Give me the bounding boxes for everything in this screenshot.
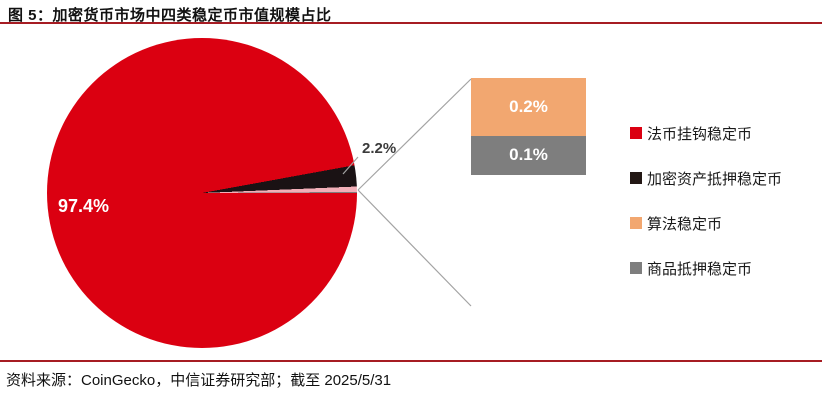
legend-item-commodity: 商品抵押稳定币 [630, 258, 782, 278]
legend-item-fiat: 法币挂钩稳定币 [630, 123, 782, 143]
legend-label-fiat: 法币挂钩稳定币 [647, 125, 753, 143]
pie-chart [47, 38, 357, 348]
breakout-stacked-bar: 0.2% 0.1% [471, 78, 586, 307]
bar-segment-commodity: 0.1% [471, 135, 586, 175]
bar-segment-algo: 0.2% [471, 78, 586, 136]
leader-line-bottom [357, 189, 472, 307]
figure-title: 图 5：加密货币市场中四类稳定币市值规模占比 [8, 7, 332, 24]
legend-swatch-fiat [630, 127, 642, 139]
legend-item-algo: 算法稳定币 [630, 213, 782, 233]
title-underline [0, 22, 822, 24]
legend: 法币挂钩稳定币 加密资产抵押稳定币 算法稳定币 商品抵押稳定币 [630, 123, 782, 278]
pie-label-fiat: 97.4% [58, 196, 110, 216]
legend-item-crypto: 加密资产抵押稳定币 [630, 168, 782, 188]
pie-label-crypto-callout: 2.2% [362, 140, 397, 157]
footer-rule [0, 360, 822, 362]
legend-label-algo: 算法稳定币 [647, 215, 723, 233]
bar-label-commodity: 0.1% [509, 145, 548, 165]
legend-swatch-crypto [630, 172, 642, 184]
leader-line-top [357, 78, 472, 191]
legend-swatch-algo [630, 217, 642, 229]
bar-label-algo: 0.2% [509, 96, 548, 116]
source-note: 资料来源：CoinGecko，中信证券研究部；截至 2025/5/31 [6, 372, 392, 389]
legend-label-crypto: 加密资产抵押稳定币 [647, 170, 783, 188]
legend-label-commodity: 商品抵押稳定币 [647, 260, 753, 278]
legend-swatch-commodity [630, 262, 642, 274]
